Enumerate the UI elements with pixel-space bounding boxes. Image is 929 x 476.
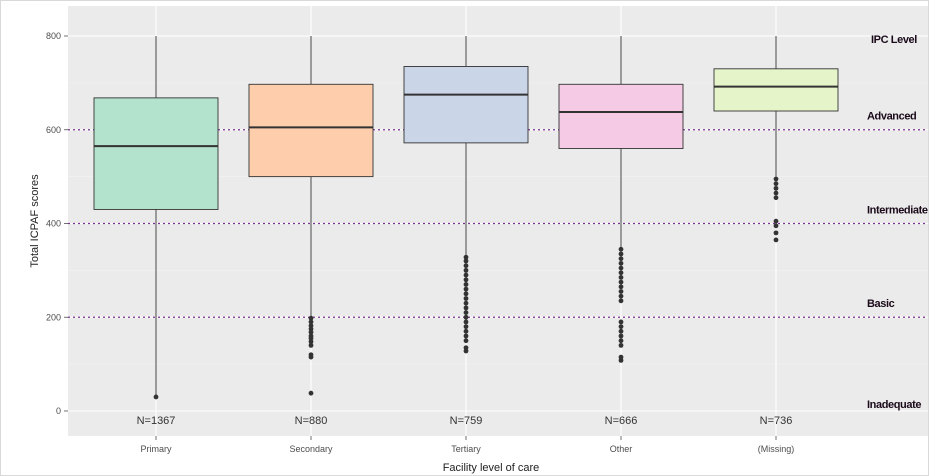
outlier-point (308, 339, 314, 345)
outlier-point (618, 246, 624, 252)
outlier-point (618, 270, 624, 276)
outlier-point (618, 284, 624, 290)
x-tick-label: Secondary (289, 444, 333, 454)
x-tick-label: Other (610, 444, 633, 454)
outlier-point (463, 272, 469, 278)
outlier-point (618, 275, 624, 280)
level-labels: IPC Level Advanced Intermediate Basic Inade… (867, 34, 928, 411)
outlier-point (308, 352, 314, 358)
outlier-point (618, 319, 624, 325)
count-label: N=1367 (137, 415, 176, 427)
outlier-point (308, 315, 314, 321)
outlier-point (308, 326, 314, 332)
outlier-point (463, 263, 469, 269)
outlier-point (773, 176, 779, 182)
outlier-point (618, 251, 624, 257)
x-tick-label: Primary (141, 444, 172, 454)
box-rect (248, 83, 374, 178)
box-rect (93, 97, 219, 210)
x-tick-label: (Missing) (758, 444, 795, 454)
box-missing: N=736 (713, 36, 839, 427)
count-label: N=759 (450, 415, 483, 427)
y-tick-label: 800 (46, 31, 61, 41)
outlier-point (773, 190, 779, 196)
boxes-layer: N=1367 N=880 N=759 N=666 N=736 (93, 36, 839, 427)
outlier-point (463, 333, 469, 339)
x-axis: Primary Secondary Tertiary Other (Missing) (141, 436, 795, 454)
outlier-point (463, 258, 469, 264)
outlier-point (618, 279, 624, 285)
outlier-point (618, 289, 624, 294)
outlier-point (463, 348, 469, 354)
box-rect (403, 66, 529, 144)
count-label: N=736 (760, 415, 793, 427)
outlier-point (618, 256, 624, 262)
outlier-point (463, 345, 469, 351)
ipc-level-label: Basic (867, 298, 895, 310)
outlier-point (618, 328, 624, 334)
outlier-point (463, 328, 469, 334)
legend-title: IPC Level (871, 34, 917, 46)
outlier-point (463, 296, 469, 301)
outlier-point (308, 323, 314, 329)
outlier-point (773, 185, 779, 191)
outlier-point (463, 314, 469, 320)
outlier-point (308, 319, 314, 325)
outlier-point (463, 310, 469, 315)
outlier-point (308, 333, 314, 339)
y-axis: 0 200 400 600 800 (46, 31, 68, 416)
outlier-point (463, 267, 469, 273)
outlier-point (308, 329, 314, 335)
count-label: N=880 (295, 415, 328, 427)
outlier-point (463, 324, 469, 330)
outlier-point (463, 319, 469, 325)
outlier-point (773, 195, 779, 201)
outlier-point (463, 305, 469, 311)
outlier-point (618, 298, 624, 304)
outlier-point (463, 254, 469, 260)
outlier-point (773, 230, 779, 236)
box-tertiary: N=759 (403, 36, 529, 427)
ipc-level-label: Intermediate (867, 204, 928, 216)
box-rect (713, 68, 839, 112)
box-other: N=666 (558, 36, 684, 427)
y-tick-label: 0 (56, 406, 61, 416)
y-tick-label: 400 (46, 219, 61, 229)
outlier-point (618, 354, 624, 360)
y-tick-label: 600 (46, 125, 61, 135)
outlier-point (773, 181, 779, 187)
outlier-point (618, 265, 624, 271)
outlier-point (618, 260, 624, 266)
outlier-point (773, 218, 779, 224)
outlier-point (618, 293, 624, 299)
y-tick-label: 200 (46, 312, 61, 322)
outlier-point (463, 277, 469, 283)
outlier-point (308, 342, 314, 348)
outlier-point (618, 333, 624, 339)
outlier-point (463, 338, 469, 344)
x-axis-title: Facility level of care (443, 462, 540, 474)
outlier-point (618, 342, 624, 348)
ipc-level-label: Inadequate (867, 399, 921, 411)
outlier-point (308, 390, 314, 396)
outlier-point (463, 282, 469, 287)
box-primary: N=1367 (93, 36, 219, 427)
outlier-point (773, 223, 779, 229)
x-tick-label: Tertiary (451, 444, 481, 454)
outlier-point (618, 324, 624, 330)
ipc-level-label: Advanced (867, 111, 916, 123)
outlier-point (463, 300, 469, 306)
outlier-point (463, 286, 469, 292)
outlier-point (153, 394, 159, 400)
outlier-point (463, 291, 469, 297)
box-rect (558, 83, 684, 149)
box-secondary: N=880 (248, 36, 374, 427)
outlier-point (773, 237, 779, 243)
outlier-point (618, 338, 624, 344)
y-axis-title: Total ICPAF scores (29, 174, 41, 268)
count-label: N=666 (605, 415, 638, 427)
outlier-point (618, 357, 624, 363)
